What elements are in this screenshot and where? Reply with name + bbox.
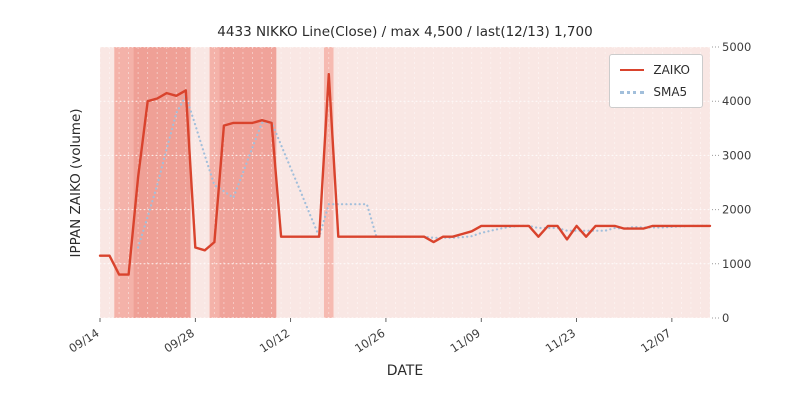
volume-band <box>114 47 134 318</box>
y-tick-label: 0 <box>722 311 729 325</box>
volume-band <box>133 47 191 318</box>
y-tick-label: 4000 <box>722 94 751 108</box>
x-axis-label: DATE <box>386 363 424 379</box>
volume-band <box>219 47 277 318</box>
chart-title: 4433 NIKKO Line(Close) / max 4,500 / las… <box>217 24 593 40</box>
x-tick-label: 10/12 <box>257 326 292 356</box>
legend-label-zaiko: ZAIKO <box>653 63 690 77</box>
sma5-swatch <box>620 90 645 94</box>
x-tick-label: 09/14 <box>66 326 101 356</box>
zaiko-swatch <box>620 69 645 71</box>
y-tick-label: 5000 <box>722 40 751 54</box>
x-tick-label: 11/23 <box>543 326 578 356</box>
x-tick-label: 11/09 <box>447 326 482 356</box>
legend-item-zaiko: ZAIKO <box>620 63 690 77</box>
x-tick-label: 09/28 <box>162 326 197 356</box>
y-tick-label: 1000 <box>722 257 751 271</box>
legend: ZAIKO SMA5 <box>609 54 703 108</box>
legend-label-sma5: SMA5 <box>653 85 688 99</box>
legend-item-sma5: SMA5 <box>620 85 690 99</box>
x-tick-label: 10/26 <box>352 326 387 356</box>
zaiko-line <box>98 72 712 276</box>
y-tick-label: 3000 <box>722 148 751 162</box>
y-tick-label: 2000 <box>722 203 751 217</box>
x-tick-label: 12/07 <box>638 326 673 356</box>
